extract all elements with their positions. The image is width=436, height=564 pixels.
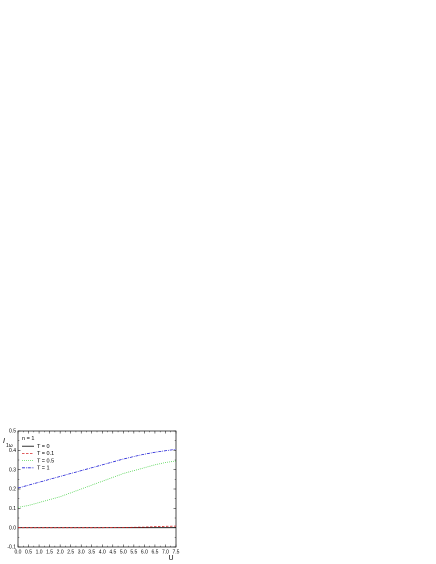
y-tick-label: 0.0 [9,525,16,531]
y-tick-label: 0.1 [9,506,16,512]
x-tick-label: 0.0 [15,550,22,556]
x-tick-label: 6.5 [151,550,158,556]
x-tick-label: 2.0 [57,550,64,556]
series-line-3 [17,460,177,508]
x-tick-label: 5.5 [130,550,137,556]
series-line-2 [18,525,177,529]
y-axis-label-sub: 1ω [6,443,13,449]
y-tick-label: 0.2 [9,487,16,493]
x-tick-label: 5.0 [120,550,127,556]
y-tick-label: 0.5 [9,429,16,435]
x-tick-label: 7.5 [173,550,180,556]
legend-entry: T = 0.1 [37,451,54,457]
x-tick-label: 3.0 [78,550,85,556]
x-tick-label: 4.5 [109,550,116,556]
x-tick-label: 1.0 [36,550,43,556]
x-tick-label: 2.5 [67,550,74,556]
x-tick-label: 0.5 [25,550,32,556]
x-tick-label: 3.5 [88,550,95,556]
y-tick-label: 0.4 [9,448,16,454]
x-tick-label: 7.0 [162,550,169,556]
legend-title: n = 1 [22,436,34,442]
legend-entry: T = 0.5 [37,458,54,464]
x-tick-label: 1.5 [46,550,53,556]
x-tick-label: 6.0 [141,550,148,556]
legend-entry: T = 0 [37,444,50,450]
legend-entry: T = 1 [37,466,50,472]
x-tick-label: 4.0 [99,550,106,556]
y-tick-label: 0.3 [9,467,16,473]
series-line-4 [17,448,177,489]
y-axis-label: I [3,438,5,445]
y-tick-label: -0.1 [7,545,16,551]
x-axis-label: U [168,555,173,562]
